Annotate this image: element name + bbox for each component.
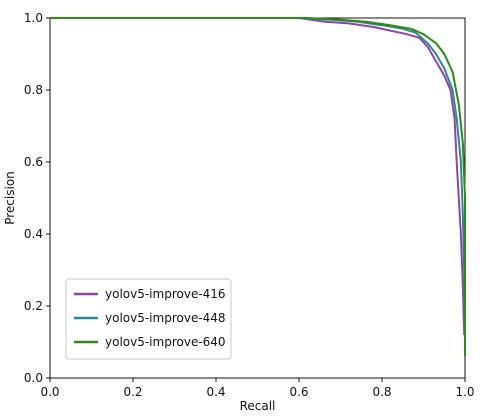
y-tick-label: 0.8 (24, 83, 43, 97)
x-tick-label: 0.0 (40, 385, 59, 399)
x-tick-label: 0.6 (289, 385, 308, 399)
y-tick-label: 1.0 (24, 11, 43, 25)
series-line-3 (50, 17, 466, 357)
x-ticks: 0.0 0.2 0.4 0.6 0.8 1.0 (40, 378, 475, 399)
y-tick-label: 0.6 (24, 155, 43, 169)
series-lines (50, 17, 466, 357)
y-ticks: 0.0 0.2 0.4 0.6 0.8 1.0 (24, 11, 50, 385)
x-axis-label: Recall (240, 399, 276, 413)
y-tick-label: 0.2 (24, 299, 43, 313)
x-tick-label: 1.0 (455, 385, 474, 399)
legend-label: yolov5-improve-640 (105, 335, 226, 349)
x-tick-label: 0.8 (372, 385, 391, 399)
x-tick-label: 0.2 (123, 385, 142, 399)
legend-label: yolov5-improve-416 (105, 287, 226, 301)
legend-label: yolov5-improve-448 (105, 311, 226, 325)
y-tick-label: 0.4 (24, 227, 43, 241)
y-axis-label: Precision (3, 171, 17, 225)
x-tick-label: 0.4 (206, 385, 225, 399)
y-tick-label: 0.0 (24, 371, 43, 385)
legend-box (65, 278, 232, 360)
series-line-1 (50, 17, 466, 335)
legend: yolov5-improve-416 yolov5-improve-448 yolo… (65, 278, 232, 360)
